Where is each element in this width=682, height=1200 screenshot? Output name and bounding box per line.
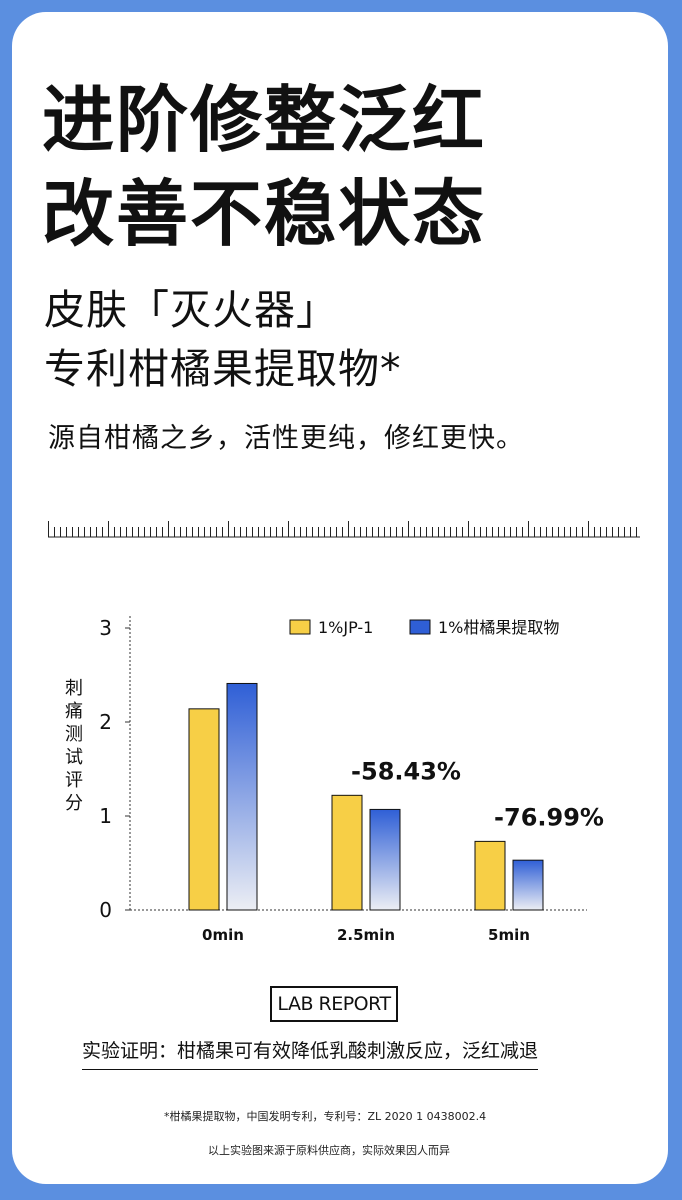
ruler-divider bbox=[48, 521, 640, 538]
headline-line-2: 改善不稳状态 bbox=[42, 172, 487, 256]
subtitle-line-2: 专利柑橘果提取物* bbox=[44, 345, 402, 393]
lab-report-badge: LAB REPORT bbox=[270, 986, 398, 1022]
tagline: 源自柑橘之乡，活性更纯，修红更快。 bbox=[48, 423, 524, 454]
disclaimer-footnote: 以上实验图来源于原料供应商，实际效果因人而异 bbox=[208, 1144, 450, 1157]
headline-line-1: 进阶修整泛红 bbox=[42, 78, 487, 162]
y-axis-label-char: 评 bbox=[65, 770, 83, 791]
bar-jp1 bbox=[331, 794, 363, 911]
legend-label: 1%柑橘果提取物 bbox=[438, 618, 559, 637]
y-tick-label: 0 bbox=[99, 898, 112, 922]
bar-jp1 bbox=[474, 840, 506, 911]
reduction-annotation: -58.43% bbox=[351, 757, 461, 785]
legend-swatch bbox=[289, 619, 311, 635]
legend-label: 1%JP-1 bbox=[318, 618, 373, 637]
x-category-label: 0min bbox=[202, 926, 244, 944]
patent-footnote: *柑橘果提取物，中国发明专利，专利号：ZL 2020 1 0438002.4 bbox=[164, 1110, 487, 1123]
y-axis-label-char: 测 bbox=[65, 724, 83, 745]
proof-statement: 实验证明：柑橘果可有效降低乳酸刺激反应，泛红减退 bbox=[82, 1036, 539, 1070]
y-axis-label-char: 分 bbox=[65, 793, 83, 814]
bar-citrus-extract bbox=[512, 859, 544, 911]
subtitle-line-1: 皮肤「灭火器」 bbox=[44, 286, 338, 334]
reduction-annotation: -76.99% bbox=[494, 803, 604, 831]
x-category-label: 2.5min bbox=[337, 926, 395, 944]
bar-citrus-extract bbox=[369, 808, 401, 911]
y-tick-label: 3 bbox=[99, 616, 112, 640]
poster-card: 进阶修整泛红 改善不稳状态 皮肤「灭火器」 专利柑橘果提取物* 源自柑橘之乡，活… bbox=[12, 12, 668, 1184]
y-axis-label-char: 痛 bbox=[65, 701, 83, 722]
y-axis-label-char: 试 bbox=[65, 747, 83, 768]
legend-swatch bbox=[409, 619, 431, 635]
bar-jp1 bbox=[188, 708, 220, 911]
bar-citrus-extract bbox=[226, 682, 258, 911]
y-axis-label-char: 刺 bbox=[65, 678, 83, 699]
y-tick-label: 2 bbox=[99, 710, 112, 734]
x-category-label: 5min bbox=[488, 926, 530, 944]
y-tick-label: 1 bbox=[99, 804, 112, 828]
